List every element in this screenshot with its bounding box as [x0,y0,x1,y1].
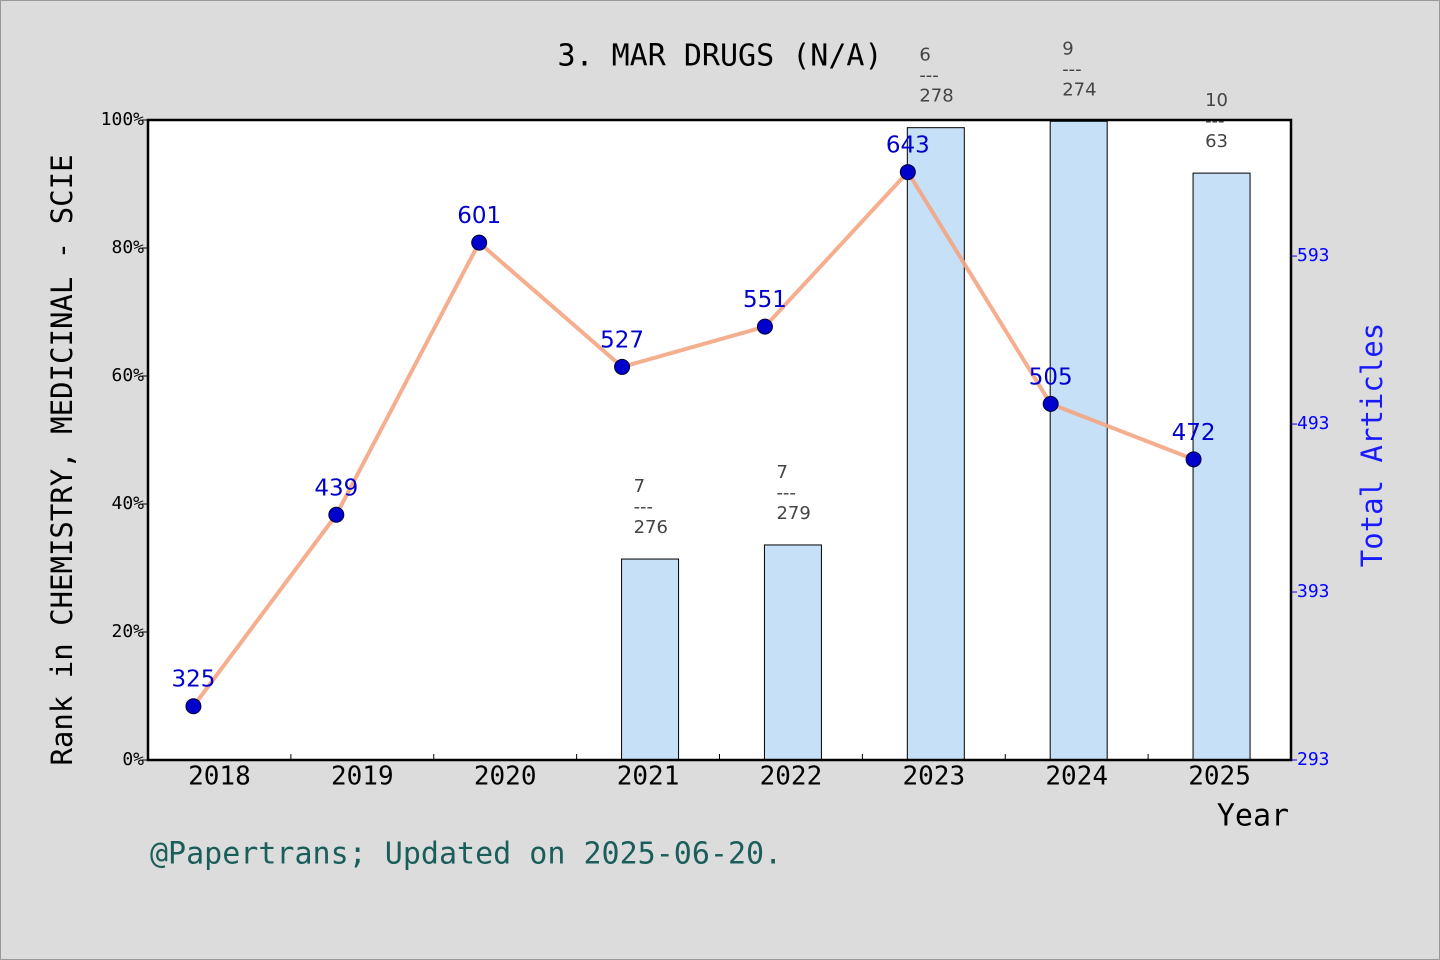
y-tick-label: 100% [101,109,145,130]
line [191,168,1195,708]
line-label: 505 [1029,364,1073,390]
bar-label: 7 ---276 [634,476,668,538]
bar [906,127,965,761]
line-marker [614,358,631,375]
x-tick-label: 2022 [760,762,823,792]
x-tick-label: 2019 [331,762,394,792]
y2-axis-label: Total Articles [1355,323,1389,567]
bar-label: 6 ---278 [919,45,953,107]
x-tick-label: 2023 [903,762,966,792]
line-marker [328,506,345,523]
x-axis-label: Year [1217,799,1289,834]
line-label: 325 [171,667,215,693]
x-tick-label: 2025 [1188,762,1251,792]
y-tick-label: 80% [111,237,144,258]
line-label: 527 [600,327,644,353]
y-axis-label: Rank in CHEMISTRY, MEDICINAL - SCIE [45,154,79,765]
footer: @Papertrans; Updated on 2025-06-20. [150,837,782,872]
bar [621,558,680,761]
line-marker [1185,451,1202,468]
y-tick-label: 20% [111,621,144,642]
line-marker [185,698,202,715]
bar [1192,172,1251,761]
bar [763,544,822,761]
line-marker [899,164,916,181]
line-label: 643 [886,133,930,159]
chart-title: 3. MAR DRUGS (N/A) [557,39,882,74]
bar-label: 9 ---274 [1062,38,1096,100]
line-label: 601 [457,203,501,229]
bar-label: 7 ---279 [776,462,810,524]
bar [1049,120,1108,761]
y2-tick-label: 593 [1297,245,1330,266]
y-tick-label: 0% [122,749,144,770]
line-marker [756,318,773,335]
y2-tick-label: 393 [1297,581,1330,602]
line-label: 439 [314,475,358,501]
line-label: 472 [1172,420,1216,446]
x-tick-label: 2021 [617,762,680,792]
plot-border [146,118,1293,762]
y-tick-label: 60% [111,365,144,386]
x-tick-label: 2020 [474,762,537,792]
line-marker [1042,395,1059,412]
plot-area [148,120,1291,760]
y2-tick-label: 293 [1297,749,1330,770]
line-marker [471,234,488,251]
y2-tick-label: 493 [1297,413,1330,434]
y-tick-label: 40% [111,493,144,514]
line-label: 551 [743,287,787,313]
x-tick-label: 2018 [188,762,251,792]
x-tick-label: 2024 [1045,762,1108,792]
